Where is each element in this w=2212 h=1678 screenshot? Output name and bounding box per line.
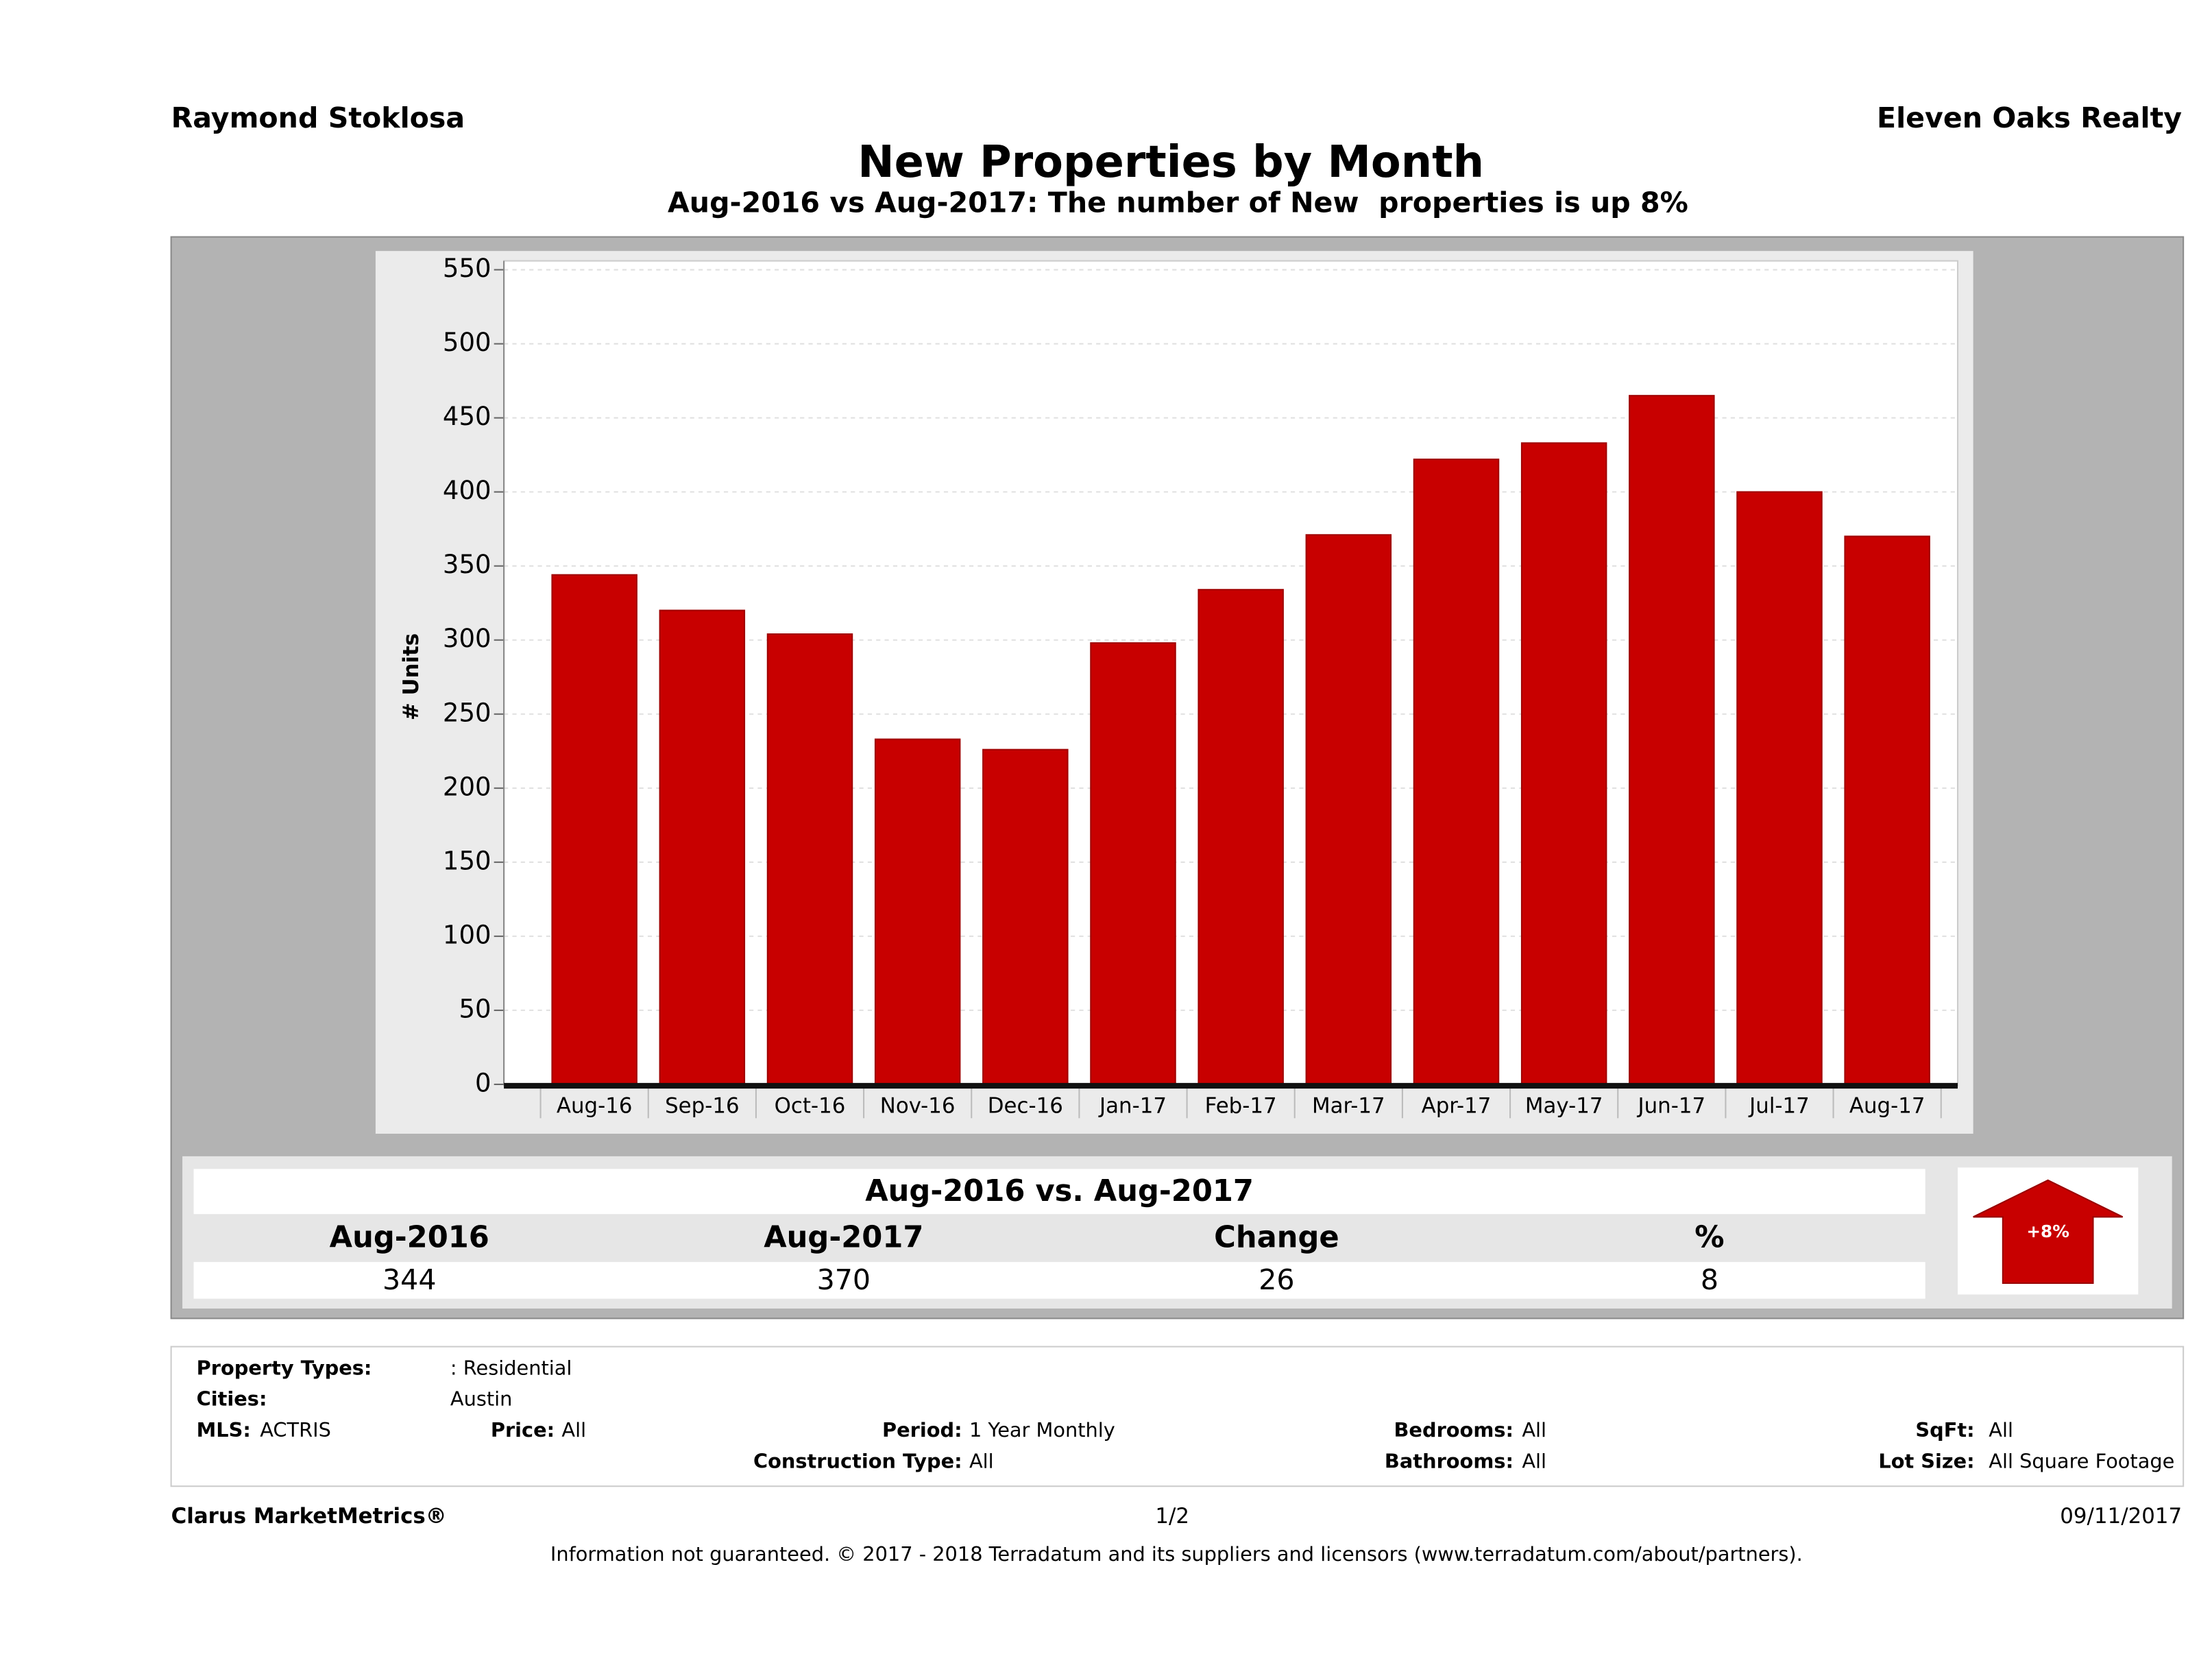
filter-label: Bedrooms: (1394, 1418, 1514, 1442)
filter-value: Austin (450, 1387, 512, 1411)
filter-label: MLS: (197, 1418, 251, 1442)
plot: 0 50 100 150 200 250 300 350 400 450 500 550 Aug-16 S… (443, 254, 1958, 1118)
chart-subtitle: Aug-2016 vs Aug-2017: The number of New … (668, 186, 1688, 219)
chart-title: New Properties by Month (858, 137, 1484, 188)
y-tick-label: 100 (443, 920, 491, 949)
bar (1736, 491, 1823, 1085)
x-tick-label: Apr-17 (1422, 1093, 1492, 1118)
column-header: Aug-2017 (764, 1221, 923, 1255)
bar (766, 633, 853, 1085)
x-tick-label: Sep-16 (665, 1093, 740, 1118)
x-tick-label: Oct-16 (775, 1093, 846, 1118)
bar (982, 749, 1069, 1085)
x-tick-label: May-17 (1525, 1093, 1603, 1118)
bar (1520, 442, 1607, 1085)
filter-value: All (1522, 1418, 1546, 1442)
x-tick-label: Dec-16 (988, 1093, 1063, 1118)
bar (1844, 535, 1930, 1085)
x-tick-label: Aug-17 (1849, 1093, 1925, 1118)
filter-value: All (1989, 1418, 2013, 1442)
filter-value: All (969, 1449, 994, 1472)
bar (874, 738, 961, 1085)
filter-label: Period: (882, 1418, 962, 1442)
filters-box (170, 1346, 2185, 1487)
comparison-header (193, 1169, 1925, 1215)
column-value: 8 (1701, 1263, 1718, 1296)
filter-value: : Residential (450, 1356, 572, 1379)
filter-label: Property Types: (197, 1356, 372, 1379)
y-tick-label: 200 (443, 772, 491, 801)
bar (1629, 395, 1715, 1085)
bar (1090, 642, 1176, 1085)
footer-date: 09/11/2017 (2060, 1504, 2182, 1529)
y-tick-label: 0 (475, 1068, 491, 1097)
y-tick-label: 400 (443, 476, 491, 505)
y-tick-label: 300 (443, 624, 491, 653)
filter-value: All (561, 1418, 586, 1442)
filters: Property Types: : Residential Cities: Au… (197, 1356, 2175, 1472)
y-tick-label: 50 (459, 994, 491, 1023)
comparison-values-row (193, 1262, 1925, 1299)
y-axis-title: # Units (399, 633, 424, 720)
disclaimer: Information not guaranteed. © 2017 - 201… (550, 1542, 1803, 1566)
y-tick-label: 450 (443, 402, 491, 431)
company: Eleven Oaks Realty (1877, 101, 2182, 134)
comparison-table: Aug-2016 344 Aug-2017 370 Change 26% 8 (330, 1221, 1725, 1296)
badge-label: +8% (2026, 1221, 2069, 1241)
y-tick-label: 250 (443, 698, 491, 727)
y-tick-label: 550 (443, 254, 491, 283)
filter-value: ACTRIS (260, 1418, 331, 1442)
bar (659, 609, 746, 1085)
up-arrow (1973, 1179, 2124, 1285)
x-tick-label: Jun-17 (1637, 1093, 1706, 1118)
y-tick-label: 500 (443, 328, 491, 357)
filter-label: Cities: (197, 1387, 267, 1411)
column-value: 370 (817, 1263, 871, 1296)
filter-label: Bathrooms: (1385, 1449, 1514, 1472)
x-tick-label: Jan-17 (1098, 1093, 1167, 1118)
footer-brand: Clarus MarketMetrics® (171, 1504, 447, 1529)
column-header: % (1694, 1221, 1724, 1255)
filter-label: SqFt: (1915, 1418, 1974, 1442)
column-header: Aug-2016 (330, 1221, 489, 1255)
x-tick-label: Mar-17 (1312, 1093, 1385, 1118)
y-tick-label: 350 (443, 550, 491, 579)
bar (1198, 589, 1284, 1085)
filter-label: Price: (491, 1418, 555, 1442)
x-tick-label: Aug-16 (557, 1093, 633, 1118)
filter-label: Construction Type: (753, 1449, 962, 1472)
filter-label: Lot Size: (1878, 1449, 1974, 1472)
x-tick-label: Nov-16 (880, 1093, 956, 1118)
comparison-title: Aug-2016 vs. Aug-2017 (865, 1174, 1254, 1208)
filter-value: All Square Footage (1989, 1449, 2174, 1472)
agent: Raymond Stoklosa (171, 101, 465, 134)
bar (1305, 534, 1392, 1085)
filter-value: 1 Year Monthly (969, 1418, 1115, 1442)
filter-value: All (1522, 1449, 1546, 1472)
y-tick-label: 150 (443, 846, 491, 875)
footer-page: 1/2 (1155, 1504, 1189, 1529)
column-header: Change (1214, 1221, 1339, 1255)
x-tick-label: Feb-17 (1205, 1093, 1277, 1118)
bar (1413, 459, 1500, 1085)
x-tick-label: Jul-17 (1748, 1093, 1810, 1118)
column-value: 26 (1259, 1263, 1294, 1296)
bar (551, 574, 637, 1085)
column-value: 344 (382, 1263, 437, 1296)
